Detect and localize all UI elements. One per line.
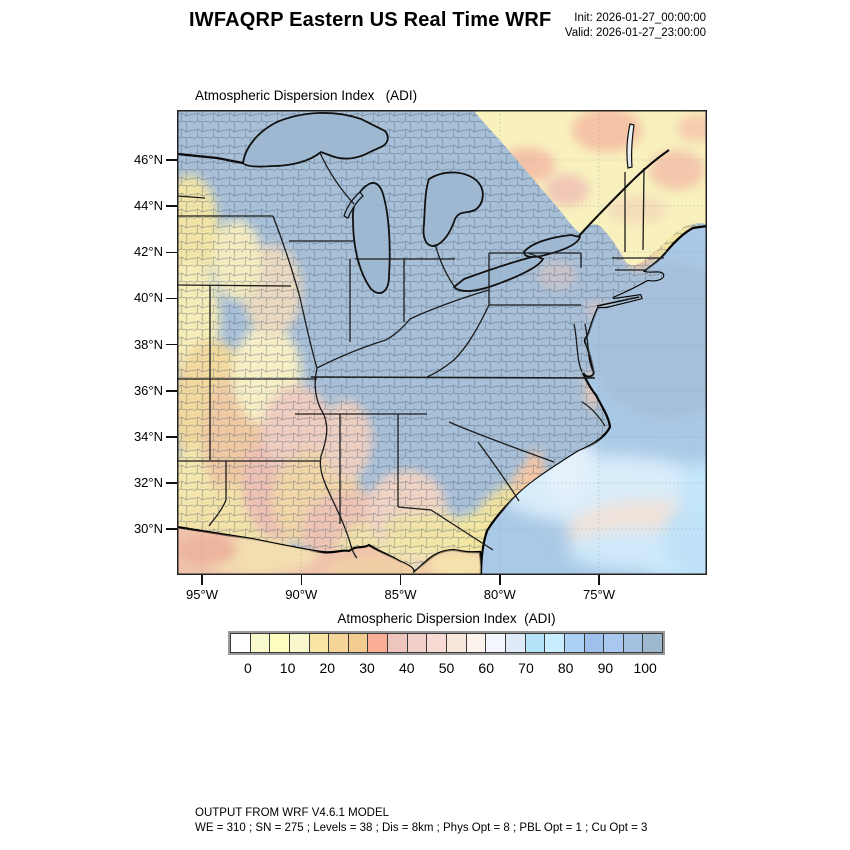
lake-ontario: [523, 234, 582, 258]
lat-tick: [166, 159, 177, 161]
lake-champlain: [626, 123, 635, 169]
lat-tick: [166, 205, 177, 207]
lat-tick-label: 38°N: [133, 336, 163, 352]
state-borders: [176, 152, 664, 559]
colorbar-tick-label: 30: [359, 660, 375, 676]
lat-tick-label: 42°N: [133, 244, 163, 260]
colorbar-tick-label: 70: [518, 660, 534, 676]
lon-tick: [399, 575, 402, 585]
colorbar: [228, 631, 665, 655]
map-frame: [177, 110, 707, 575]
lat-tick: [166, 251, 177, 254]
colorbar-tick-label: 60: [478, 660, 494, 676]
great-lakes: [242, 112, 635, 294]
canada-region: [473, 110, 707, 266]
run-time-block: Init: 2026-01-27_00:00:00 Valid: 2026-01…: [546, 11, 706, 40]
page-title: IWFAQRP Eastern US Real Time WRF: [189, 9, 552, 31]
lat-tick: [166, 297, 177, 300]
lake-erie: [452, 255, 545, 292]
lon-tick-label: 90°W: [285, 587, 318, 602]
lat-tick: [166, 343, 177, 346]
lat-tick-label: 40°N: [133, 290, 163, 306]
lon-tick: [201, 575, 203, 585]
lon-tick: [499, 575, 501, 585]
green-bay: [343, 191, 364, 219]
canada-border: [176, 149, 670, 307]
colorbar-tick-label: 0: [243, 660, 252, 676]
lake-huron: [422, 171, 484, 247]
lat-tick: [166, 528, 177, 530]
lat-tick-label: 46°N: [133, 152, 163, 167]
colorbar-tick-label: 100: [633, 660, 657, 676]
model-settings-line: WE = 310 ; SN = 275 ; Levels = 38 ; Dis …: [195, 822, 648, 834]
lat-tick: [166, 482, 177, 484]
lat-tick-label: 30°N: [133, 521, 163, 537]
colorbar-tick-label: 50: [438, 660, 455, 676]
lat-tick-label: 36°N: [133, 382, 163, 398]
colorbar-tick-label: 10: [279, 660, 296, 676]
lon-tick-label: 80°W: [483, 587, 516, 602]
init-time-label: Init: 2026-01-27_00:00:00: [574, 12, 706, 24]
map-svg: [159, 110, 709, 580]
model-config-footer: OUTPUT FROM WRF V4.6.1 MODEL WE = 310 ; …: [195, 806, 647, 836]
lon-tick: [598, 575, 600, 585]
lon-tick-label: 85°W: [384, 587, 417, 602]
colorbar-tick-label: 40: [398, 660, 415, 676]
lat-tick-label: 44°N: [133, 198, 163, 214]
colorbar-cell: [642, 633, 664, 653]
lake-michigan: [352, 182, 391, 294]
lat-tick-label: 34°N: [133, 428, 163, 444]
gulf-of-mexico: [175, 525, 483, 577]
model-version-line: OUTPUT FROM WRF V4.6.1 MODEL: [195, 807, 390, 819]
lon-tick: [300, 575, 302, 585]
map-field-label: Atmospheric Dispersion Index (ADI): [195, 88, 418, 103]
lon-tick-label: 95°W: [186, 587, 218, 602]
lon-tick-label: 75°W: [583, 587, 615, 602]
colorbar-tick-label: 80: [557, 660, 574, 676]
lake-superior: [242, 112, 389, 168]
colorbar-title: Atmospheric Dispersion Index (ADI): [337, 611, 556, 626]
valid-time-label: Valid: 2026-01-27_23:00:00: [564, 26, 706, 39]
graticule: [177, 110, 707, 575]
colorbar-tick-label: 20: [319, 660, 336, 676]
colorbar-tick-label: 90: [597, 660, 614, 676]
lat-tick: [166, 390, 177, 392]
wrf-adi-map: [159, 110, 709, 580]
lat-tick: [166, 436, 177, 438]
lat-tick-label: 32°N: [133, 475, 163, 491]
